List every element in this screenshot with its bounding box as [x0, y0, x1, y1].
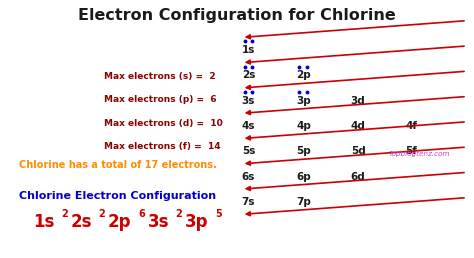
Text: 6: 6	[138, 209, 145, 219]
Text: Max electrons (d) =  10: Max electrons (d) = 10	[104, 119, 223, 128]
Text: 4p: 4p	[296, 121, 311, 131]
Text: 7s: 7s	[242, 197, 255, 207]
Text: Electron Configuration for Chlorine: Electron Configuration for Chlorine	[78, 8, 396, 23]
Text: 1s: 1s	[33, 213, 55, 231]
Text: 4f: 4f	[405, 121, 417, 131]
Text: 3d: 3d	[351, 96, 365, 106]
Text: 2: 2	[61, 209, 67, 219]
Text: 1s: 1s	[242, 45, 255, 55]
Text: 2p: 2p	[296, 70, 311, 80]
Text: 5d: 5d	[351, 146, 365, 156]
Text: Chlorine has a total of 17 electrons.: Chlorine has a total of 17 electrons.	[19, 160, 217, 170]
Text: 4d: 4d	[351, 121, 365, 131]
Text: 3p: 3p	[296, 96, 311, 106]
Text: Max electrons (s) =  2: Max electrons (s) = 2	[104, 72, 216, 81]
Text: 4s: 4s	[242, 121, 255, 131]
Text: 2s: 2s	[242, 70, 255, 80]
Text: 2: 2	[98, 209, 105, 219]
Text: 5: 5	[216, 209, 222, 219]
Text: 5s: 5s	[242, 146, 255, 156]
Text: 5f: 5f	[405, 146, 417, 156]
Text: Chlorine Electron Configuration: Chlorine Electron Configuration	[19, 191, 216, 201]
Text: 3s: 3s	[148, 213, 169, 231]
Text: Max electrons (p) =  6: Max electrons (p) = 6	[104, 95, 217, 104]
Text: 6d: 6d	[351, 172, 365, 182]
Text: Max electrons (f) =  14: Max electrons (f) = 14	[104, 142, 221, 151]
Text: 5p: 5p	[296, 146, 311, 156]
Text: 2: 2	[175, 209, 182, 219]
Text: 3s: 3s	[242, 96, 255, 106]
Text: 6s: 6s	[242, 172, 255, 182]
Text: 3p: 3p	[185, 213, 209, 231]
Text: 2s: 2s	[71, 213, 92, 231]
Text: 6p: 6p	[296, 172, 311, 182]
Text: 2p: 2p	[108, 213, 131, 231]
Text: Topblogtenz.com: Topblogtenz.com	[389, 151, 450, 157]
Text: 7p: 7p	[296, 197, 311, 207]
